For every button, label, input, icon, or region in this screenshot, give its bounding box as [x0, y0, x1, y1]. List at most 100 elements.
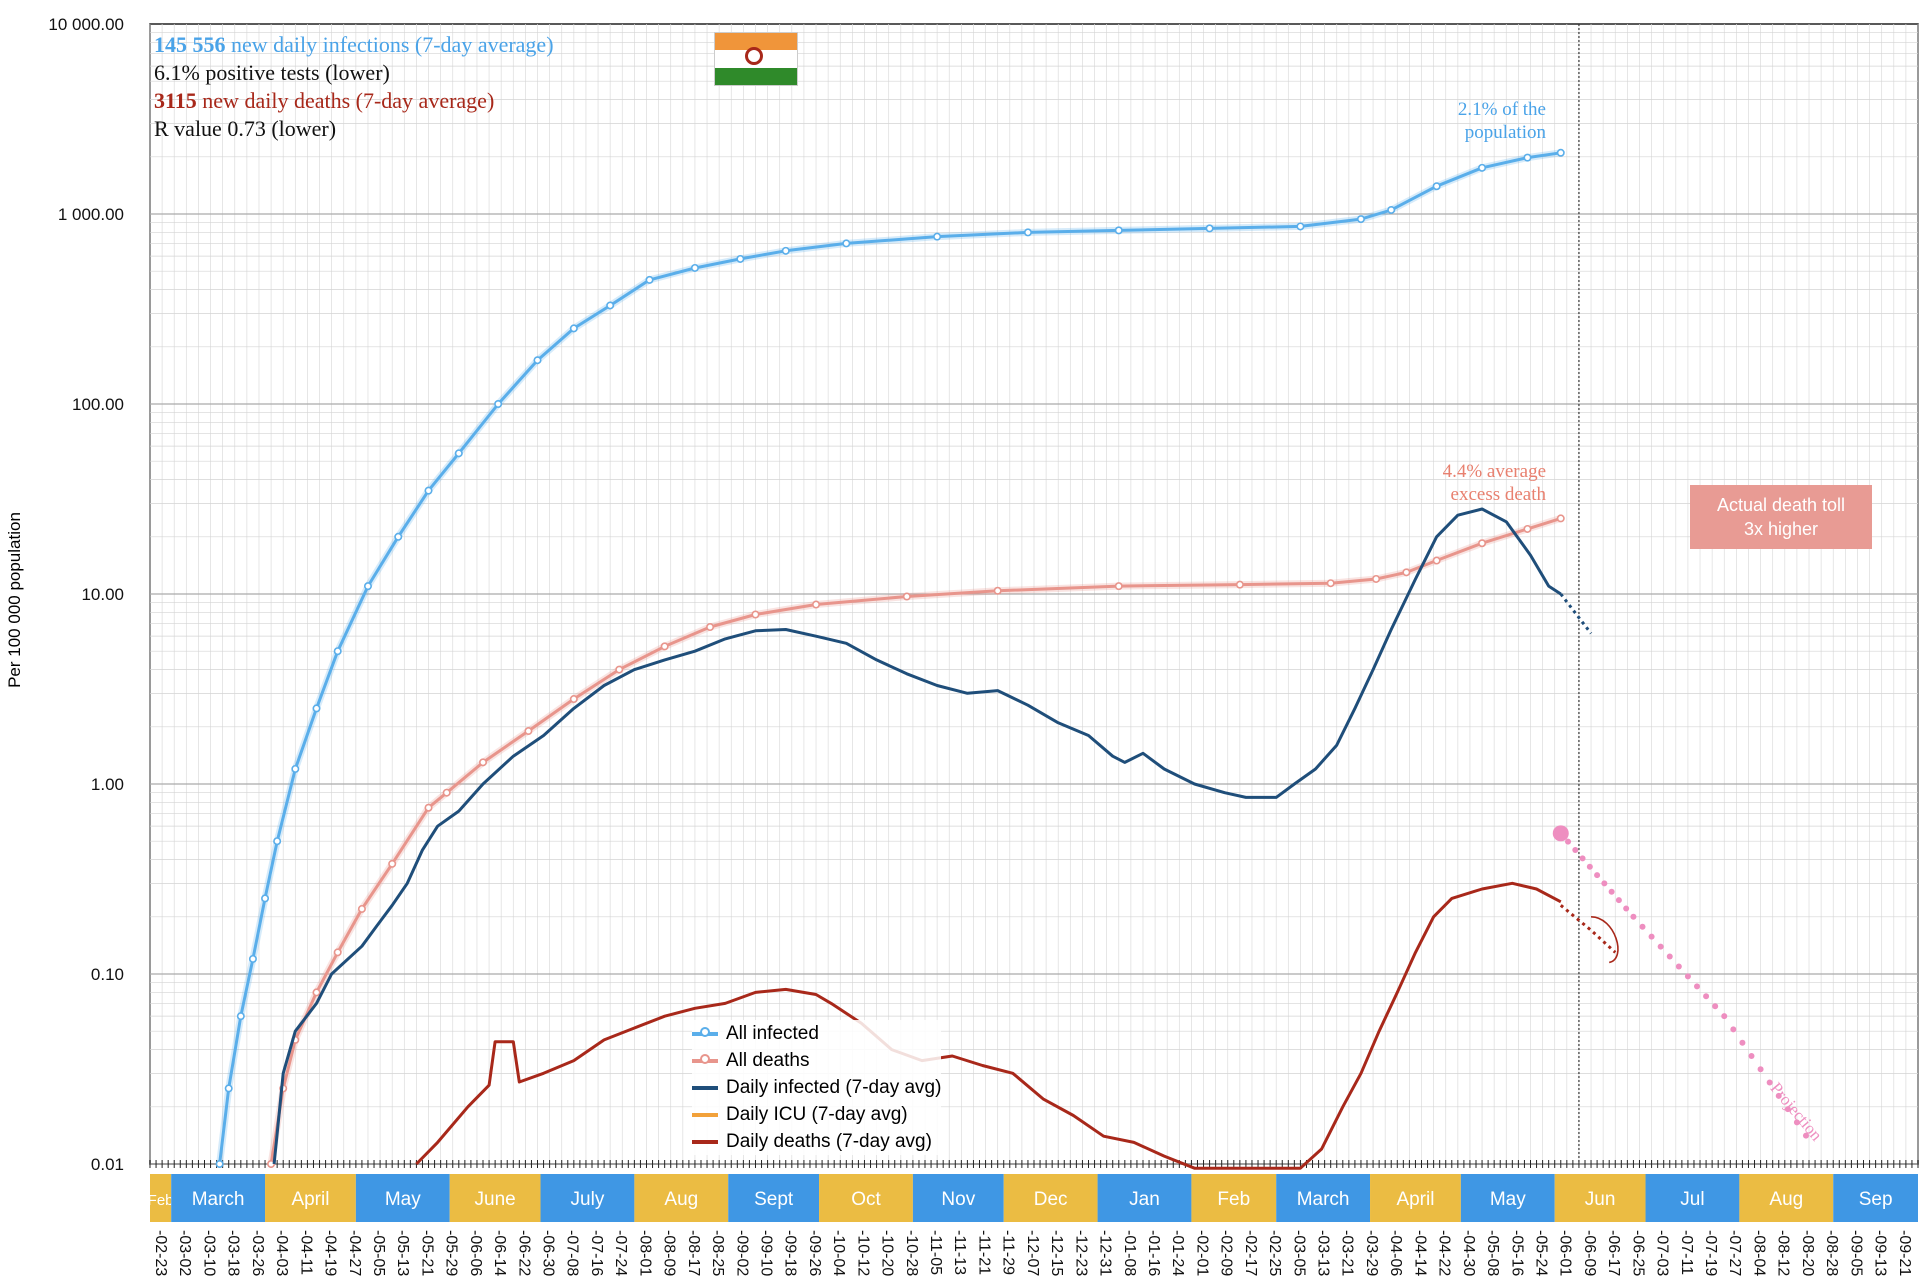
month-label: July: [571, 1189, 605, 1210]
date-tick-label: -05-24: [1532, 1230, 1549, 1276]
projection-dot: [1739, 1039, 1746, 1046]
stat-infections: 145 556 new daily infections (7-day aver…: [154, 32, 554, 58]
legend-swatch-daily-infected: [692, 1085, 718, 1090]
date-tick-label: -08-12: [1775, 1230, 1792, 1276]
projection-dot: [1639, 923, 1646, 930]
legend-swatch-all-deaths: [692, 1053, 718, 1064]
date-tick-label: -05-13: [394, 1230, 411, 1276]
data-point: [1326, 579, 1335, 588]
month-label: Dec: [1034, 1189, 1068, 1210]
data-point: [424, 486, 433, 495]
date-tick-label: -10-20: [879, 1230, 896, 1276]
month-label: May: [385, 1189, 421, 1210]
data-point: [357, 904, 366, 913]
date-tick-label: -02-23: [152, 1230, 169, 1276]
y-axis-label: Per 100 000 population: [5, 512, 24, 688]
data-point: [479, 758, 488, 767]
month-band: [1554, 1174, 1646, 1222]
date-tick-label: -03-21: [1339, 1230, 1356, 1276]
date-tick-label: -07-24: [612, 1230, 629, 1276]
legend-swatch-daily-icu: [692, 1112, 718, 1117]
data-point: [1432, 556, 1441, 565]
data-point: [273, 837, 282, 846]
date-tick-label: -04-11: [297, 1230, 314, 1275]
date-tick-label: -07-27: [1726, 1230, 1743, 1276]
date-tick-label: -07-11: [1678, 1230, 1695, 1275]
projection-dot: [1684, 973, 1691, 980]
date-tick-label: -06-22: [515, 1230, 532, 1276]
data-point: [1432, 182, 1441, 191]
projection-dot: [1748, 1052, 1755, 1059]
month-label: Sept: [754, 1189, 794, 1210]
data-point: [394, 532, 403, 541]
month-label: Jul: [1680, 1189, 1704, 1210]
projection-dot: [1615, 897, 1622, 904]
stat-deaths: 3115 new daily deaths (7-day average): [154, 88, 494, 114]
data-point: [494, 399, 503, 408]
series-daily_infected: [272, 507, 1562, 1165]
date-tick-label: -04-19: [322, 1230, 339, 1276]
y-tick-label: 100.00: [72, 395, 124, 414]
data-point: [1114, 226, 1123, 235]
date-tick-label: -05-05: [370, 1230, 387, 1276]
month-label: May: [1490, 1189, 1526, 1210]
data-point: [363, 582, 372, 591]
data-point: [533, 356, 542, 365]
toll-line1: Actual death toll: [1716, 495, 1846, 515]
date-tick-label: -03-13: [1315, 1230, 1332, 1276]
legend-swatch-daily-deaths: [692, 1139, 718, 1144]
legend-all-infected: All infected: [692, 1020, 941, 1047]
projection-dot: [1694, 983, 1700, 990]
date-tick-label: -02-01: [1193, 1230, 1210, 1276]
data-point: [706, 623, 715, 632]
date-tick-label: -02-09: [1218, 1230, 1235, 1276]
date-tick-label: -07-03: [1654, 1230, 1671, 1276]
month-label: Oct: [851, 1189, 881, 1210]
projection-dot: [1802, 1132, 1809, 1139]
month-band: [1003, 1174, 1098, 1222]
date-tick-label: -05-29: [443, 1230, 460, 1276]
excess-line2: excess death: [1450, 484, 1546, 505]
date-tick-label: -05-08: [1484, 1230, 1501, 1276]
month-label: Aug: [664, 1189, 698, 1210]
projection-dot: [1572, 847, 1579, 854]
date-tick-label: -02-17: [1242, 1230, 1259, 1276]
date-tick-label: -12-23: [1072, 1230, 1089, 1276]
date-tick-label: -08-25: [709, 1230, 726, 1276]
data-point: [1556, 148, 1565, 157]
projection-dot: [1630, 913, 1637, 920]
projection-dot: [1657, 943, 1664, 950]
month-band: [1739, 1174, 1834, 1222]
legend-daily-icu: Daily ICU (7-day avg): [692, 1101, 941, 1128]
data-point: [1523, 524, 1532, 533]
data-point: [1478, 539, 1487, 548]
date-tick-label: -03-05: [1290, 1230, 1307, 1276]
data-point: [524, 727, 533, 736]
date-tick-label: -06-17: [1605, 1230, 1622, 1276]
month-band: [1370, 1174, 1461, 1222]
data-point: [781, 246, 790, 255]
date-tick-label: -05-21: [418, 1230, 435, 1276]
legend-label-daily-infected: Daily infected (7-day avg): [726, 1076, 942, 1098]
date-tick-label: -08-17: [685, 1230, 702, 1276]
data-point: [645, 275, 654, 284]
data-point: [333, 948, 342, 957]
date-tick-label: -11-21: [975, 1230, 992, 1275]
data-point: [236, 1012, 245, 1021]
projection-dot: [1666, 953, 1673, 960]
legend: All infected All deaths Daily infected (…: [692, 1020, 942, 1155]
date-tick-label: -07-19: [1702, 1230, 1719, 1276]
projection-dot: [1703, 993, 1710, 1000]
grid: [149, 23, 1919, 1165]
month-label: Sep: [1859, 1189, 1893, 1210]
population-callout: 2.1% of the population: [1440, 98, 1546, 144]
month-label: Jan: [1129, 1189, 1160, 1210]
series-all_infected: [215, 148, 1565, 1169]
projection-dot: [1784, 1106, 1791, 1113]
legend-label-daily-icu: Daily ICU (7-day avg): [726, 1103, 908, 1125]
date-tick-label: -11-05: [927, 1230, 944, 1275]
date-tick-label: -09-18: [782, 1230, 799, 1276]
series-all_deaths: [267, 514, 1565, 1169]
date-tick-label: -01-08: [1121, 1230, 1138, 1276]
month-label: Aug: [1769, 1189, 1803, 1210]
